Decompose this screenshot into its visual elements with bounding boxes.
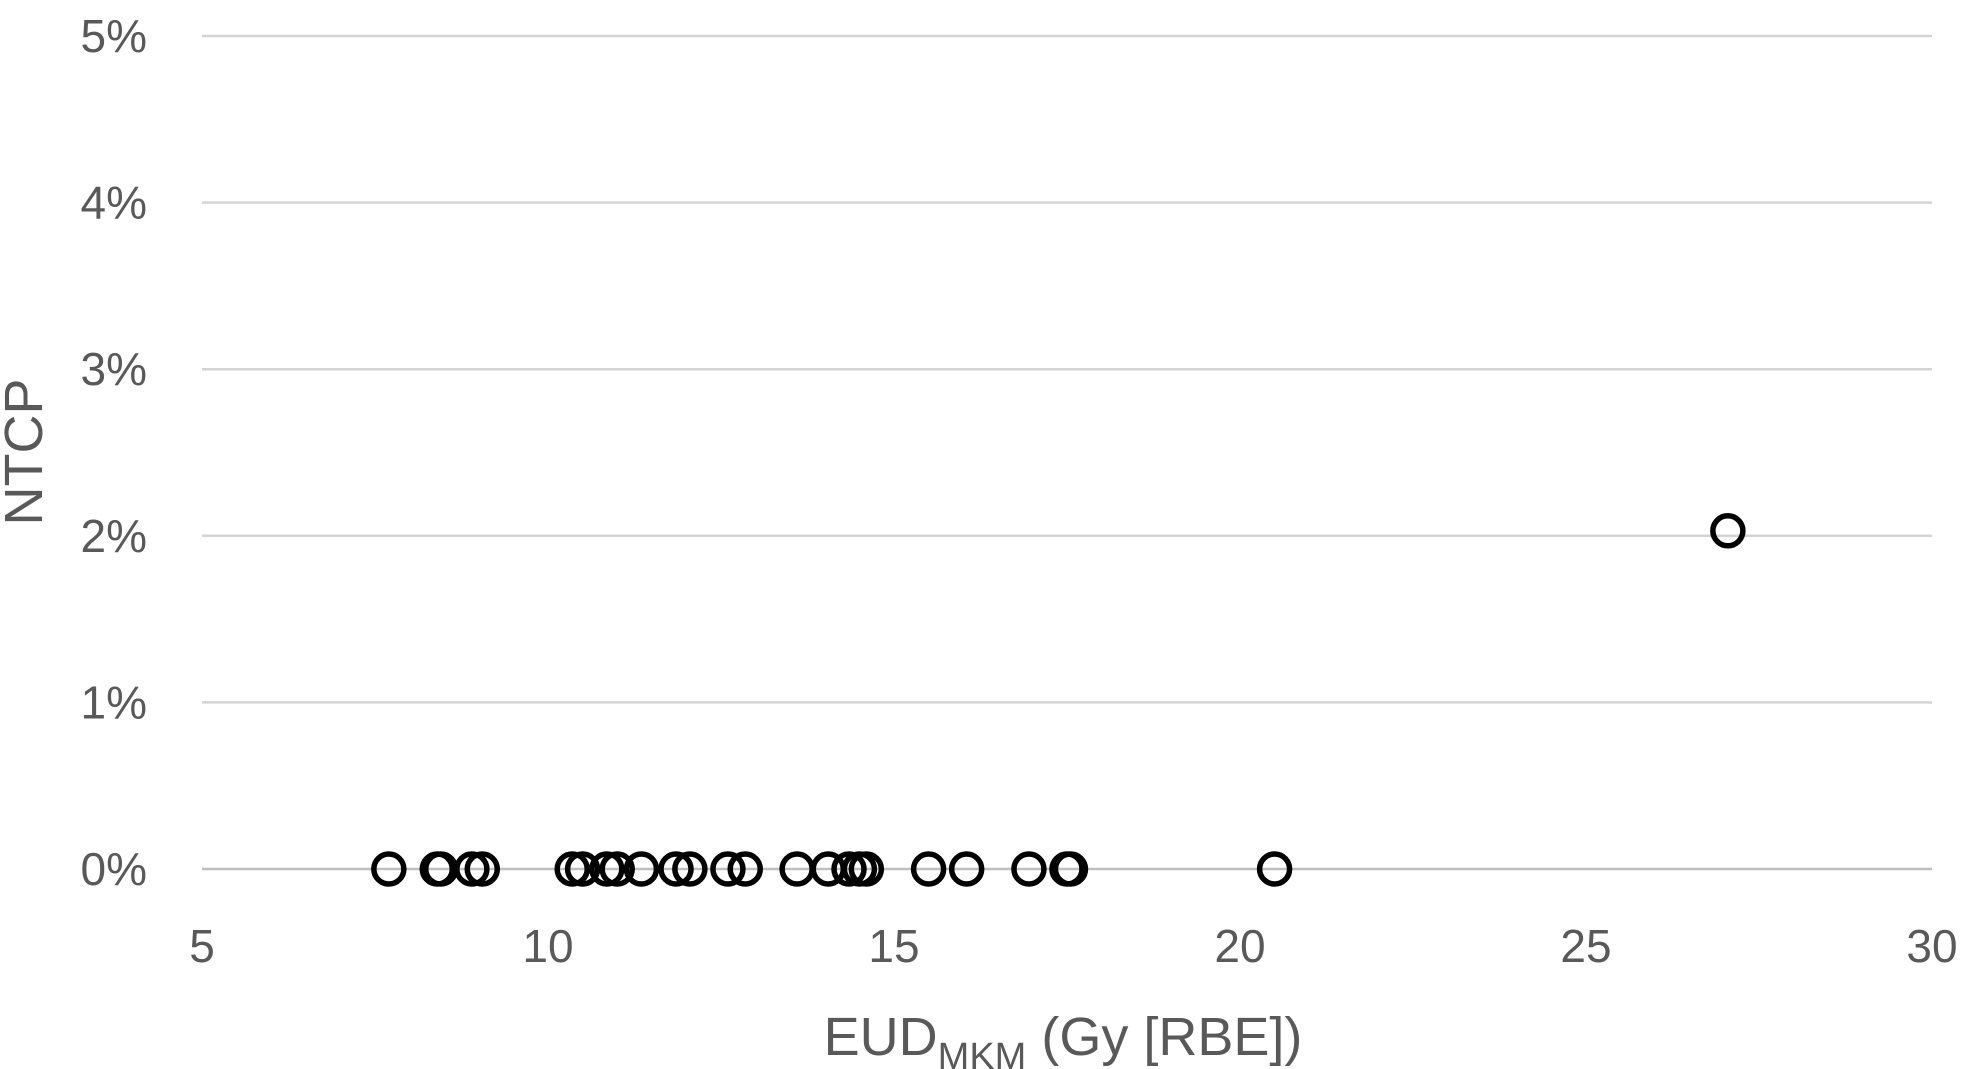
gridlines: [202, 34, 1932, 871]
data-point: [589, 851, 625, 887]
y-tick-label: 1%: [81, 676, 147, 728]
y-tick-label: 2%: [81, 510, 147, 562]
data-point: [1011, 851, 1047, 887]
y-axis-ticks: 0% 1% 2% 3% 4% 5%: [81, 10, 147, 895]
data-point: [454, 851, 490, 887]
y-axis-title: NTCP: [0, 379, 54, 526]
x-axis-title-subscript: MKM: [938, 1036, 1027, 1069]
x-axis-title: EUDMKM (Gy [RBE]): [824, 1007, 1303, 1069]
x-axis-title-suffix: (Gy [RBE]): [1026, 1007, 1302, 1067]
data-point: [948, 851, 985, 887]
x-tick-label: 5: [189, 920, 215, 972]
data-point: [710, 851, 746, 887]
data-point: [554, 851, 590, 887]
data-point: [623, 851, 660, 887]
data-point: [564, 851, 601, 887]
y-tick-label: 3%: [81, 343, 147, 395]
x-tick-label: 10: [522, 920, 573, 972]
data-point: [599, 851, 635, 887]
data-point: [910, 851, 947, 887]
data-point: [371, 851, 407, 887]
data-point: [1256, 851, 1293, 887]
data-point: [848, 851, 885, 887]
data-point: [1710, 513, 1746, 549]
data-point: [464, 851, 501, 887]
y-tick-label: 5%: [81, 10, 147, 62]
x-tick-label: 15: [868, 920, 919, 972]
x-tick-label: 30: [1906, 920, 1957, 972]
x-axis-title-main: EUD: [824, 1007, 938, 1067]
y-tick-label: 4%: [81, 177, 147, 229]
data-point: [1052, 851, 1089, 887]
data-point: [672, 851, 708, 887]
y-tick-label: 0%: [81, 843, 147, 895]
data-point: [831, 851, 867, 887]
x-tick-label: 25: [1560, 920, 1611, 972]
data-point: [658, 851, 694, 887]
x-tick-label: 20: [1214, 920, 1265, 972]
data-points: [371, 513, 1746, 887]
x-axis-ticks: 5 10 15 20 25 30: [189, 920, 1957, 972]
data-point: [727, 851, 763, 887]
